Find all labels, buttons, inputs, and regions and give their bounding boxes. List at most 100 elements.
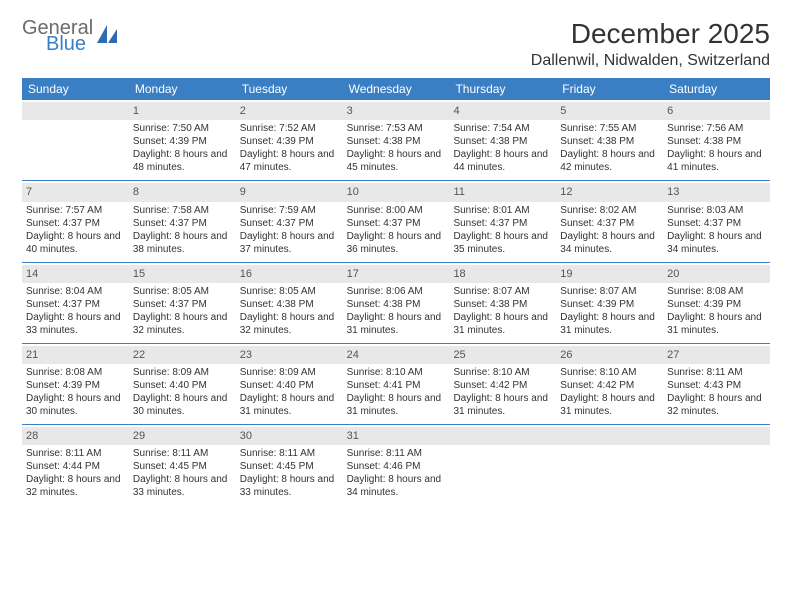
- sunset-text: Sunset: 4:38 PM: [560, 135, 659, 148]
- calendar-week-row: 21Sunrise: 8:08 AMSunset: 4:39 PMDayligh…: [22, 344, 770, 425]
- sunset-text: Sunset: 4:45 PM: [133, 460, 232, 473]
- calendar-day-cell: [22, 100, 129, 180]
- sunset-text: Sunset: 4:37 PM: [133, 217, 232, 230]
- calendar-day-cell: 3Sunrise: 7:53 AMSunset: 4:38 PMDaylight…: [343, 100, 450, 180]
- calendar-day-cell: 9Sunrise: 7:59 AMSunset: 4:37 PMDaylight…: [236, 181, 343, 261]
- sunrise-text: Sunrise: 7:56 AM: [667, 122, 766, 135]
- calendar-day-cell: 8Sunrise: 7:58 AMSunset: 4:37 PMDaylight…: [129, 181, 236, 261]
- day-number: 1: [129, 102, 236, 120]
- calendar-day-cell: 22Sunrise: 8:09 AMSunset: 4:40 PMDayligh…: [129, 344, 236, 424]
- daylight-text: Daylight: 8 hours and 38 minutes.: [133, 230, 232, 256]
- calendar-day-cell: 15Sunrise: 8:05 AMSunset: 4:37 PMDayligh…: [129, 263, 236, 343]
- calendar-day-cell: 13 Sunrise: 8:03 AMSunset: 4:37 PMDayligh…: [663, 181, 770, 261]
- daylight-text: Daylight: 8 hours and 36 minutes.: [347, 230, 446, 256]
- calendar-week-row: 14Sunrise: 8:04 AMSunset: 4:37 PMDayligh…: [22, 263, 770, 344]
- sunset-text: Sunset: 4:45 PM: [240, 460, 339, 473]
- daylight-text: Daylight: 8 hours and 31 minutes.: [560, 311, 659, 337]
- sunrise-text: Sunrise: 8:10 AM: [347, 366, 446, 379]
- day-number: 16: [236, 265, 343, 283]
- sunset-text: Sunset: 4:39 PM: [667, 298, 766, 311]
- sunrise-text: Sunrise: 8:10 AM: [453, 366, 552, 379]
- daylight-text: Daylight: 8 hours and 31 minutes.: [560, 392, 659, 418]
- calendar-week-row: 28Sunrise: 8:11 AMSunset: 4:44 PMDayligh…: [22, 425, 770, 505]
- sunrise-text: Sunrise: 8:08 AM: [667, 285, 766, 298]
- daylight-text: Daylight: 8 hours and 32 minutes.: [667, 392, 766, 418]
- calendar-day-cell: 6Sunrise: 7:56 AMSunset: 4:38 PMDaylight…: [663, 100, 770, 180]
- day-number: 5: [556, 102, 663, 120]
- calendar-day-cell: 20Sunrise: 8:08 AMSunset: 4:39 PMDayligh…: [663, 263, 770, 343]
- sunset-text: Sunset: 4:40 PM: [133, 379, 232, 392]
- sunset-text: Sunset: 4:42 PM: [560, 379, 659, 392]
- sunrise-text: Sunrise: 8:09 AM: [240, 366, 339, 379]
- calendar-day-cell: 7Sunrise: 7:57 AMSunset: 4:37 PMDaylight…: [22, 181, 129, 261]
- sunrise-text: Sunrise: 8:11 AM: [240, 447, 339, 460]
- calendar-day-cell: 5Sunrise: 7:55 AMSunset: 4:38 PMDaylight…: [556, 100, 663, 180]
- calendar-day-cell: 27Sunrise: 8:11 AMSunset: 4:43 PMDayligh…: [663, 344, 770, 424]
- day-number: [556, 427, 663, 445]
- sunset-text: Sunset: 4:38 PM: [667, 135, 766, 148]
- sunrise-text: Sunrise: 8:09 AM: [133, 366, 232, 379]
- sunset-text: Sunset: 4:37 PM: [26, 298, 125, 311]
- daylight-text: Daylight: 8 hours and 35 minutes.: [453, 230, 552, 256]
- sunset-text: Sunset: 4:46 PM: [347, 460, 446, 473]
- sunset-text: Sunset: 4:39 PM: [560, 298, 659, 311]
- daylight-text: Daylight: 8 hours and 33 minutes.: [240, 473, 339, 499]
- weeks-container: 1Sunrise: 7:50 AMSunset: 4:39 PMDaylight…: [22, 100, 770, 505]
- daylight-text: Daylight: 8 hours and 31 minutes.: [347, 311, 446, 337]
- sunrise-text: Sunrise: 8:03 AM: [667, 204, 766, 217]
- calendar-day-cell: 16Sunrise: 8:05 AMSunset: 4:38 PMDayligh…: [236, 263, 343, 343]
- sunset-text: Sunset: 4:38 PM: [347, 135, 446, 148]
- month-title: December 2025: [531, 18, 770, 50]
- calendar-week-row: 7Sunrise: 7:57 AMSunset: 4:37 PMDaylight…: [22, 181, 770, 262]
- day-number: 3: [343, 102, 450, 120]
- calendar-day-cell: 30 Sunrise: 8:11 AMSunset: 4:45 PMDayligh…: [236, 425, 343, 505]
- sunrise-text: Sunrise: 8:06 AM: [347, 285, 446, 298]
- daylight-text: Daylight: 8 hours and 32 minutes.: [133, 311, 232, 337]
- title-block: December 2025 Dallenwil, Nidwalden, Swit…: [531, 18, 770, 70]
- weekday-header: Wednesday: [343, 78, 450, 100]
- brand-sail-icon: [97, 25, 119, 50]
- sunset-text: Sunset: 4:42 PM: [453, 379, 552, 392]
- daylight-text: Daylight: 8 hours and 40 minutes.: [26, 230, 125, 256]
- weekday-header: Saturday: [663, 78, 770, 100]
- day-number: 26: [556, 346, 663, 364]
- day-number: 17: [343, 265, 450, 283]
- sunset-text: Sunset: 4:37 PM: [667, 217, 766, 230]
- daylight-text: Daylight: 8 hours and 33 minutes.: [133, 473, 232, 499]
- day-number: 31: [343, 427, 450, 445]
- calendar-day-cell: 25Sunrise: 8:10 AMSunset: 4:42 PMDayligh…: [449, 344, 556, 424]
- weekday-header: Thursday: [449, 78, 556, 100]
- weekday-header: Tuesday: [236, 78, 343, 100]
- calendar-day-cell: 12Sunrise: 8:02 AMSunset: 4:37 PMDayligh…: [556, 181, 663, 261]
- sunrise-text: Sunrise: 7:54 AM: [453, 122, 552, 135]
- daylight-text: Daylight: 8 hours and 32 minutes.: [240, 311, 339, 337]
- calendar-day-cell: 28Sunrise: 8:11 AMSunset: 4:44 PMDayligh…: [22, 425, 129, 505]
- sunrise-text: Sunrise: 8:08 AM: [26, 366, 125, 379]
- day-number: 30: [236, 427, 343, 445]
- weekday-header: Friday: [556, 78, 663, 100]
- calendar-day-cell: 26 Sunrise: 8:10 AMSunset: 4:42 PMDayligh…: [556, 344, 663, 424]
- sunrise-text: Sunrise: 8:11 AM: [26, 447, 125, 460]
- day-number: 23: [236, 346, 343, 364]
- sunset-text: Sunset: 4:38 PM: [240, 298, 339, 311]
- calendar-day-cell: 21Sunrise: 8:08 AMSunset: 4:39 PMDayligh…: [22, 344, 129, 424]
- daylight-text: Daylight: 8 hours and 41 minutes.: [667, 148, 766, 174]
- day-number: 13: [663, 183, 770, 201]
- day-number: 18: [449, 265, 556, 283]
- sunset-text: Sunset: 4:41 PM: [347, 379, 446, 392]
- day-number: 4: [449, 102, 556, 120]
- sunrise-text: Sunrise: 8:10 AM: [560, 366, 659, 379]
- sunrise-text: Sunrise: 8:07 AM: [560, 285, 659, 298]
- day-number: 21: [22, 346, 129, 364]
- sunrise-text: Sunrise: 7:57 AM: [26, 204, 125, 217]
- daylight-text: Daylight: 8 hours and 34 minutes.: [667, 230, 766, 256]
- sunrise-text: Sunrise: 8:02 AM: [560, 204, 659, 217]
- daylight-text: Daylight: 8 hours and 48 minutes.: [133, 148, 232, 174]
- calendar-day-cell: 24Sunrise: 8:10 AMSunset: 4:41 PMDayligh…: [343, 344, 450, 424]
- calendar-day-cell: 10Sunrise: 8:00 AMSunset: 4:37 PMDayligh…: [343, 181, 450, 261]
- day-number: 15: [129, 265, 236, 283]
- daylight-text: Daylight: 8 hours and 31 minutes.: [453, 311, 552, 337]
- calendar-day-cell: 1Sunrise: 7:50 AMSunset: 4:39 PMDaylight…: [129, 100, 236, 180]
- calendar: Sunday Monday Tuesday Wednesday Thursday…: [22, 78, 770, 505]
- weekday-header: Monday: [129, 78, 236, 100]
